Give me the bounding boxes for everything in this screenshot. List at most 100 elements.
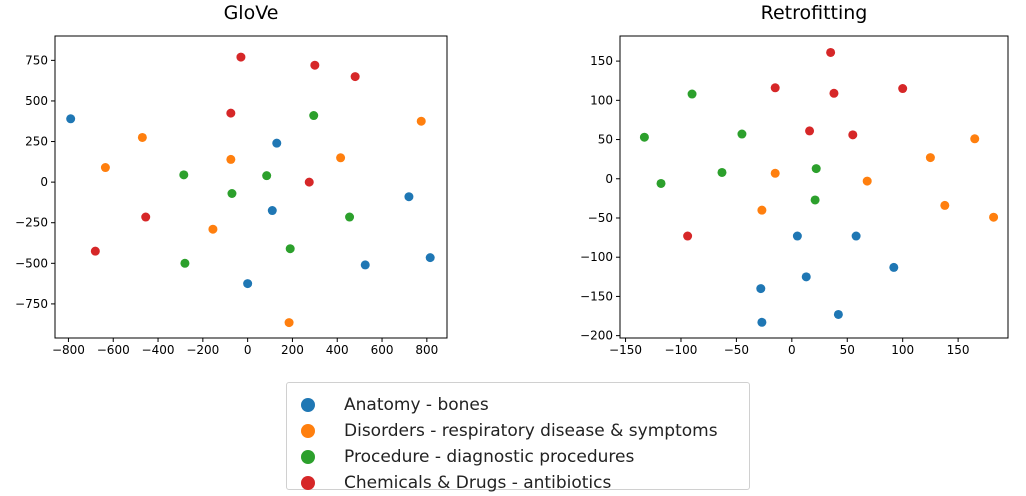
legend-label: Anatomy - bones bbox=[344, 395, 489, 415]
data-point bbox=[826, 47, 836, 57]
x-tick-label: 50 bbox=[840, 343, 855, 357]
data-point bbox=[208, 224, 218, 234]
data-point bbox=[345, 212, 355, 222]
legend-marker bbox=[301, 398, 315, 412]
y-tick-label: −100 bbox=[580, 250, 613, 264]
data-point bbox=[810, 195, 820, 205]
data-point bbox=[687, 89, 697, 99]
y-tick-label: 750 bbox=[25, 53, 48, 67]
legend-label: Procedure - diagnostic procedures bbox=[344, 447, 635, 467]
data-point bbox=[309, 111, 319, 121]
data-point bbox=[757, 317, 767, 327]
data-point bbox=[683, 231, 693, 241]
data-point bbox=[137, 132, 147, 142]
data-point bbox=[656, 178, 666, 188]
x-tick-label: −50 bbox=[724, 343, 749, 357]
data-point bbox=[262, 171, 272, 181]
y-tick-label: 150 bbox=[590, 54, 613, 68]
data-point bbox=[416, 116, 426, 126]
legend-label: Chemicals & Drugs - antibiotics bbox=[344, 473, 612, 493]
data-point bbox=[285, 244, 295, 254]
legend-item: Anatomy - bones bbox=[301, 392, 489, 418]
legend-item: Chemicals & Drugs - antibiotics bbox=[301, 470, 611, 496]
chart-glove: GloVe −800 −600 −400 −200 0 200 400 600 800 −750 −… bbox=[15, 2, 448, 357]
data-point bbox=[179, 170, 189, 180]
y-tick-label: −250 bbox=[15, 216, 48, 230]
data-point bbox=[811, 164, 821, 174]
x-tick-label: −400 bbox=[142, 343, 175, 357]
data-point bbox=[90, 246, 100, 256]
y-tick-label: 100 bbox=[590, 93, 613, 107]
data-point bbox=[180, 258, 190, 268]
plot-frame bbox=[54, 35, 448, 339]
data-point bbox=[243, 279, 253, 289]
data-point bbox=[304, 177, 314, 187]
data-point bbox=[801, 272, 811, 282]
y-tick-label: −150 bbox=[580, 289, 613, 303]
x-tick-label: 150 bbox=[947, 343, 970, 357]
data-point bbox=[833, 309, 843, 319]
x-tick-label: 100 bbox=[891, 343, 914, 357]
y-tick-label: −50 bbox=[588, 211, 613, 225]
data-point bbox=[889, 262, 899, 272]
data-point bbox=[940, 200, 950, 210]
data-point bbox=[272, 138, 282, 148]
chart-title: GloVe bbox=[224, 2, 279, 24]
x-tick-label: 800 bbox=[415, 343, 438, 357]
y-tick-label: 0 bbox=[605, 172, 613, 186]
data-point bbox=[284, 318, 294, 328]
y-tick-label: −500 bbox=[15, 256, 48, 270]
y-tick-label: 0 bbox=[40, 175, 48, 189]
data-point bbox=[141, 212, 151, 222]
data-point bbox=[970, 134, 980, 144]
data-point bbox=[737, 129, 747, 139]
data-point bbox=[851, 231, 861, 241]
data-point bbox=[310, 60, 320, 70]
data-point bbox=[792, 231, 802, 241]
y-tick-label: 250 bbox=[25, 135, 48, 149]
data-point bbox=[848, 130, 858, 140]
data-point bbox=[100, 163, 110, 173]
x-tick-label: −800 bbox=[52, 343, 85, 357]
data-point bbox=[925, 153, 935, 163]
x-tick-label: −100 bbox=[664, 343, 697, 357]
legend-item: Disorders - respiratory disease & sympto… bbox=[301, 418, 718, 444]
data-point bbox=[404, 192, 414, 202]
data-point bbox=[226, 108, 236, 118]
data-point bbox=[829, 88, 839, 98]
x-tick-label: −600 bbox=[97, 343, 130, 357]
data-point bbox=[770, 168, 780, 178]
legend: Anatomy - bones Disorders - respiratory … bbox=[286, 382, 750, 493]
data-point bbox=[805, 126, 815, 136]
x-tick-label: 0 bbox=[788, 343, 796, 357]
data-point bbox=[425, 253, 435, 263]
x-tick-label: 0 bbox=[244, 343, 252, 357]
data-point bbox=[360, 260, 370, 270]
data-point bbox=[226, 154, 236, 164]
data-point bbox=[639, 132, 649, 142]
x-tick-label: 600 bbox=[371, 343, 394, 357]
data-point bbox=[267, 206, 277, 216]
data-point bbox=[756, 284, 766, 294]
data-point bbox=[66, 114, 76, 124]
data-point bbox=[717, 167, 727, 177]
x-tick-label: −200 bbox=[186, 343, 219, 357]
data-point bbox=[862, 176, 872, 186]
data-point bbox=[757, 205, 767, 215]
scatter-charts: GloVe −800 −600 −400 −200 0 200 400 600 800 −750 −… bbox=[15, 2, 1009, 357]
legend-item: Procedure - diagnostic procedures bbox=[301, 444, 634, 470]
legend-marker bbox=[301, 424, 315, 438]
x-tick-label: −150 bbox=[609, 343, 642, 357]
data-point bbox=[989, 212, 999, 222]
legend-marker bbox=[301, 450, 315, 464]
data-point bbox=[350, 72, 360, 82]
x-tick-label: 400 bbox=[326, 343, 349, 357]
y-tick-label: −750 bbox=[15, 297, 48, 311]
chart-title: Retrofitting bbox=[761, 2, 868, 24]
data-point bbox=[236, 52, 246, 62]
plot-frame bbox=[619, 35, 1009, 339]
y-tick-label: 500 bbox=[25, 94, 48, 108]
y-tick-label: −200 bbox=[580, 329, 613, 343]
data-point bbox=[227, 188, 237, 198]
chart-retrofitting: Retrofitting −150 −100 −50 0 50 100 150−200−15… bbox=[580, 2, 1009, 357]
